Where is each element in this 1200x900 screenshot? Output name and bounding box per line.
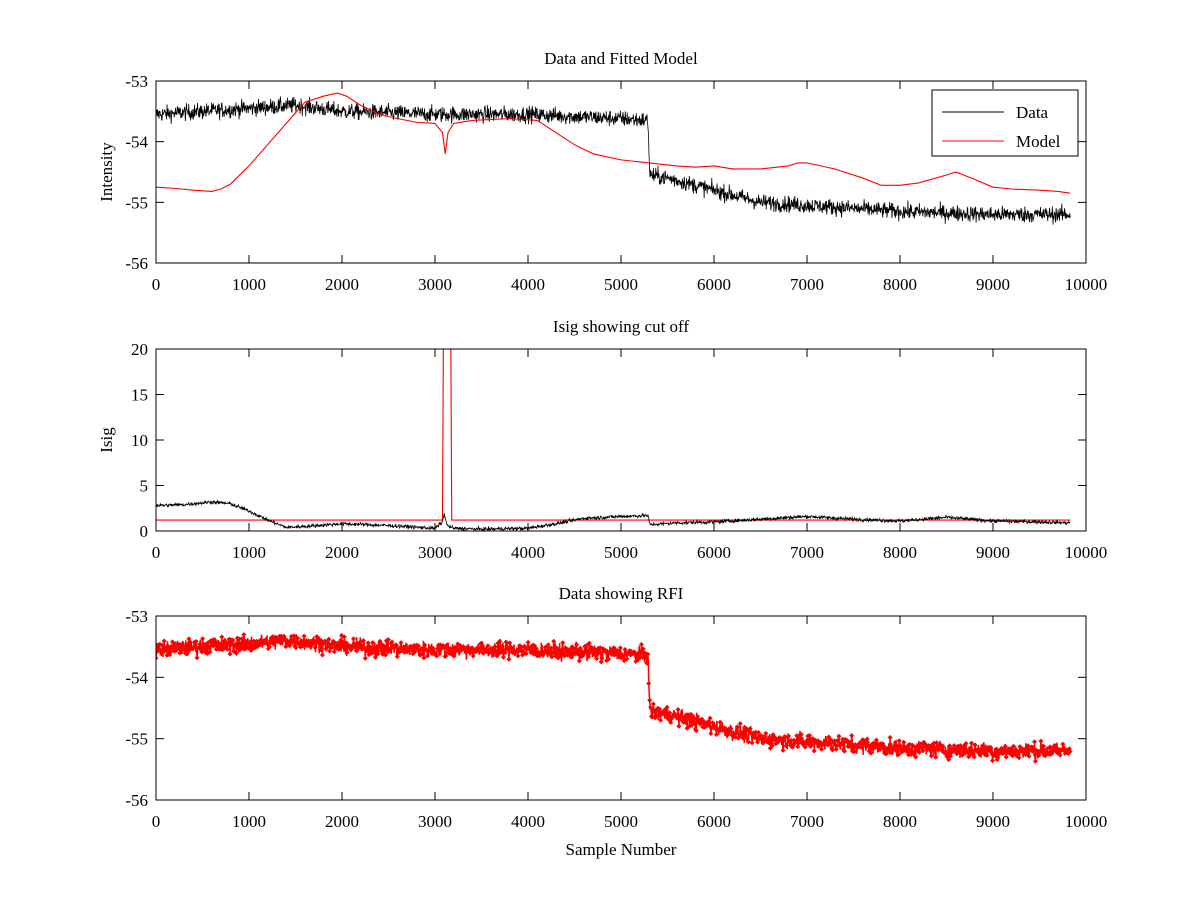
series-1-line	[156, 349, 1071, 521]
x-tick-label: 3000	[418, 812, 452, 831]
x-tick-label: 5000	[604, 812, 638, 831]
panel-data-and-fitted-model: Data and Fitted Model Intensity 0 1000 200…	[97, 49, 1107, 294]
x-tick-label: 6000	[697, 543, 731, 562]
x-tick-label: 0	[152, 275, 161, 294]
x-tick-label: 5000	[604, 543, 638, 562]
y-axis-label: Isig	[97, 427, 116, 453]
x-tick-label: 10000	[1065, 812, 1108, 831]
y-tick-label: -56	[125, 254, 148, 273]
y-axis-label: Intensity	[97, 142, 116, 202]
series-2-line	[156, 499, 1071, 531]
x-tick-label: 1000	[232, 543, 266, 562]
legend-box	[931, 89, 1079, 157]
y-tick-label: -54	[125, 668, 148, 687]
x-tick-label: 8000	[883, 812, 917, 831]
x-tick-label: 8000	[883, 543, 917, 562]
series-layer	[156, 349, 1071, 531]
x-tick-label: 2000	[325, 812, 359, 831]
x-tick-label: 1000	[232, 812, 266, 831]
chart-title: Data and Fitted Model	[544, 49, 698, 68]
y-tick-label: 10	[131, 431, 148, 450]
y-tick-label: 15	[131, 386, 148, 405]
y-tick-label: 0	[140, 522, 149, 541]
y-tick-label: 5	[140, 477, 149, 496]
x-tick-label: 7000	[790, 543, 824, 562]
x-tick-label: 4000	[511, 812, 545, 831]
series-layer	[156, 632, 1073, 764]
axis-ticks: 0 1000 2000 3000 4000 5000 6000 7000 8000 9000 100…	[131, 340, 1107, 562]
y-tick-label: 20	[131, 340, 148, 359]
panel-data-showing-rfi: Data showing RFI Sample Number 0 1000 2000…	[125, 584, 1107, 859]
chart-title: Data showing RFI	[559, 584, 684, 603]
x-tick-label: 6000	[697, 275, 731, 294]
x-tick-label: 2000	[325, 275, 359, 294]
axis-ticks: 0 1000 2000 3000 4000 5000 6000 7000 8000 9000 100…	[125, 72, 1107, 294]
x-tick-label: 7000	[790, 812, 824, 831]
x-tick-label: 10000	[1065, 543, 1108, 562]
series-layer	[156, 92, 1071, 225]
x-tick-label: 5000	[604, 275, 638, 294]
legend: Data Model	[931, 89, 1079, 157]
x-tick-label: 9000	[976, 543, 1010, 562]
x-axis-label: Sample Number	[566, 840, 677, 859]
x-tick-label: 0	[152, 812, 161, 831]
x-tick-label: 9000	[976, 812, 1010, 831]
x-tick-label: 3000	[418, 543, 452, 562]
series-data-line	[156, 96, 1071, 225]
x-tick-label: 0	[152, 543, 161, 562]
x-tick-label: 9000	[976, 275, 1010, 294]
x-tick-label: 4000	[511, 543, 545, 562]
x-tick-label: 3000	[418, 275, 452, 294]
legend-entry-model: Model	[1016, 132, 1061, 151]
legend-entry-data: Data	[1016, 103, 1049, 122]
x-tick-label: 10000	[1065, 275, 1108, 294]
axis-ticks: 0 1000 2000 3000 4000 5000 6000 7000 8000 9000 100…	[125, 607, 1107, 831]
x-tick-label: 6000	[697, 812, 731, 831]
y-tick-label: -53	[125, 72, 148, 91]
x-tick-label: 4000	[511, 275, 545, 294]
x-tick-label: 8000	[883, 275, 917, 294]
x-tick-label: 1000	[232, 275, 266, 294]
chart-title: Isig showing cut off	[553, 317, 689, 336]
panel-isig-showing-cut-off: Isig showing cut off Isig 0 1000 2000 3000 4…	[97, 317, 1107, 562]
y-tick-label: -55	[125, 193, 148, 212]
y-tick-label: -53	[125, 607, 148, 626]
x-tick-label: 7000	[790, 275, 824, 294]
y-tick-label: -55	[125, 730, 148, 749]
series-model-line	[156, 92, 1071, 194]
y-tick-label: -56	[125, 791, 148, 810]
series-1-markers	[156, 632, 1073, 764]
y-tick-label: -54	[125, 133, 148, 152]
x-tick-label: 2000	[325, 543, 359, 562]
